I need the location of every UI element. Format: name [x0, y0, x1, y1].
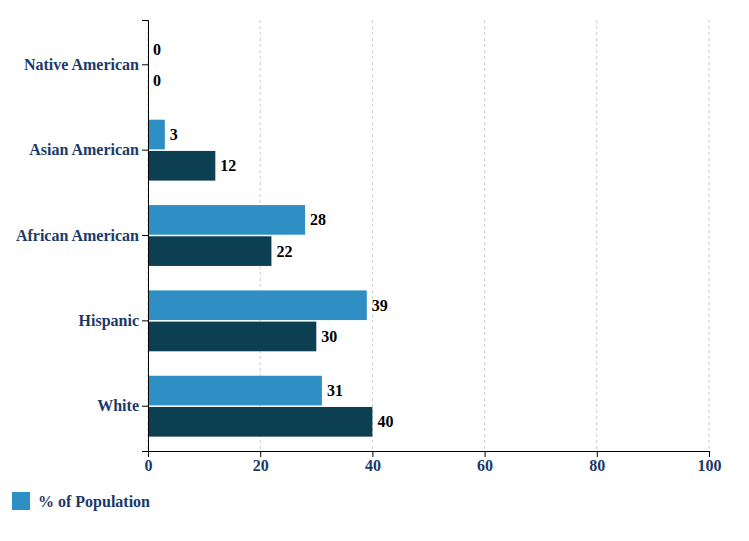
y-axis-line	[142, 21, 149, 452]
y-tick-mark	[142, 320, 148, 321]
bar	[148, 407, 372, 437]
y-tick-label: White	[97, 397, 139, 414]
bar	[148, 120, 165, 150]
x-tick-label: 100	[698, 457, 722, 474]
legend: % of Population	[12, 492, 150, 511]
y-tick-label: Asian American	[29, 141, 139, 158]
legend-item: % of Population	[12, 492, 150, 511]
x-tick-label: 20	[253, 457, 269, 474]
grid-line	[709, 20, 710, 451]
plot: 0 3 28 39 31 0 12 22 30 40 0 20 40 60 80 100 Native Amer…	[16, 20, 722, 474]
bar	[148, 322, 316, 352]
data-label: 40	[377, 413, 393, 430]
y-tick-label: African American	[16, 227, 139, 244]
data-label: 39	[372, 297, 388, 314]
chart: 0 3 28 39 31 0 12 22 30 40 0 20 40 60 80 100 Native Amer…	[0, 0, 749, 541]
x-tick: 0	[145, 451, 153, 474]
x-tick: 100	[698, 451, 722, 474]
x-tick: 40	[365, 451, 381, 474]
x-tick-mark	[709, 451, 710, 457]
bar	[148, 151, 215, 181]
x-tick-mark	[372, 451, 373, 457]
grid	[148, 20, 709, 451]
legend-swatch	[12, 492, 30, 510]
bar	[148, 236, 271, 266]
grid-line	[372, 20, 373, 451]
data-label: 31	[327, 382, 343, 399]
data-label: 28	[310, 211, 326, 228]
y-tick: Native American	[24, 56, 148, 73]
x-tick-mark	[597, 451, 598, 457]
grid-line	[484, 20, 485, 451]
y-tick: African American	[16, 227, 148, 244]
y-tick-mark	[142, 406, 148, 407]
y-tick-label: Native American	[24, 56, 139, 73]
data-label: 22	[276, 243, 292, 260]
x-tick-label: 80	[589, 457, 605, 474]
y-tick-mark	[142, 64, 148, 65]
bar	[148, 290, 367, 320]
legend-label: % of Population	[38, 493, 150, 511]
x-tick: 20	[253, 451, 269, 474]
data-label: 3	[170, 126, 178, 143]
x-tick: 60	[477, 451, 493, 474]
grid-line	[596, 20, 597, 451]
x-tick-mark	[260, 451, 261, 457]
x-tick-label: 0	[145, 457, 153, 474]
data-labels: 0 3 28 39 31 0 12 22 30 40	[153, 41, 393, 431]
y-axis: Native American Asian American African Ame…	[16, 21, 149, 452]
x-tick-label: 40	[365, 457, 381, 474]
bars	[148, 120, 372, 437]
y-tick: Asian American	[29, 141, 148, 158]
data-label: 0	[153, 41, 161, 58]
x-tick-mark	[485, 451, 486, 457]
y-tick-label: Hispanic	[79, 312, 139, 330]
bar	[148, 205, 305, 235]
x-axis-line	[149, 452, 710, 458]
bar	[148, 376, 322, 406]
data-label: 0	[153, 72, 161, 89]
data-label: 30	[321, 328, 337, 345]
y-tick: White	[97, 397, 148, 414]
x-tick-label: 60	[477, 457, 493, 474]
x-tick: 80	[589, 451, 605, 474]
x-axis: 0 20 40 60 80 100	[145, 451, 722, 474]
y-tick-mark	[142, 150, 148, 151]
y-tick-mark	[142, 235, 148, 236]
y-tick: Hispanic	[79, 312, 148, 330]
data-label: 12	[220, 157, 236, 174]
